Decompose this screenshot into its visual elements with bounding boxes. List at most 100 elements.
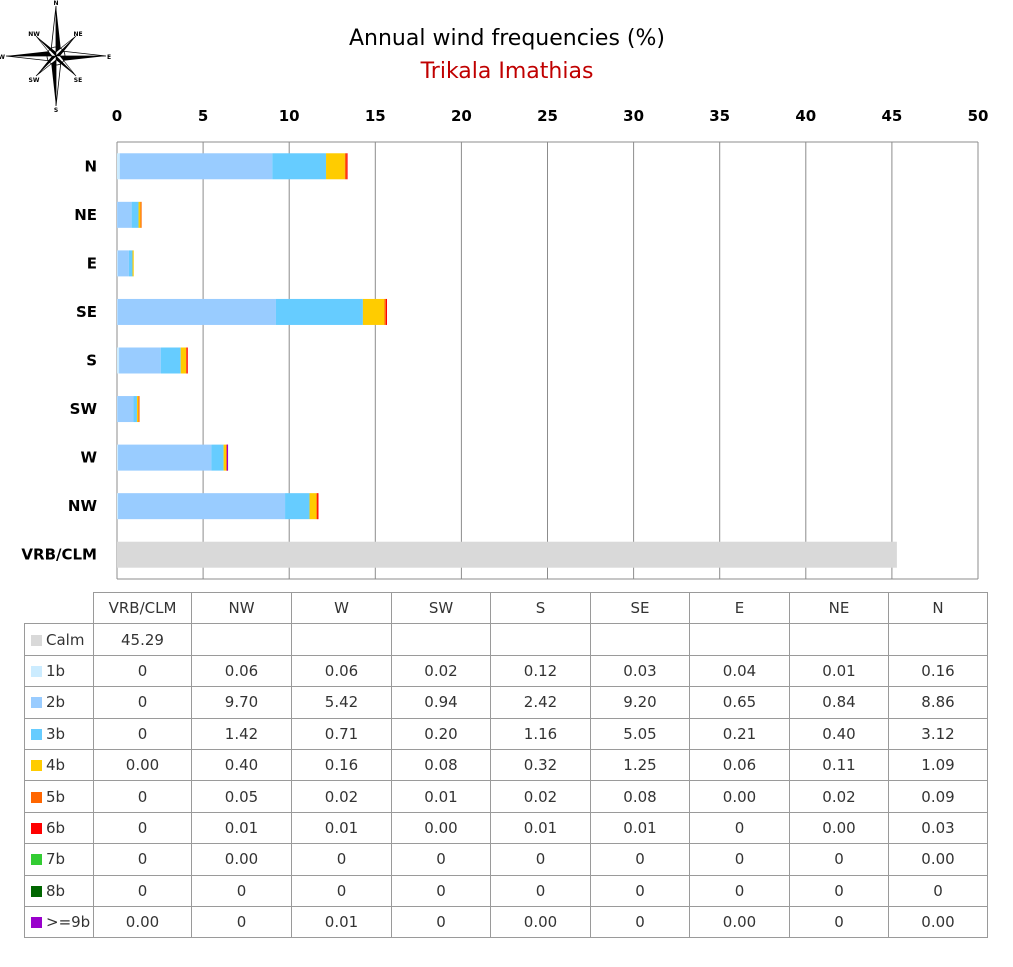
table-cell: 0 — [590, 843, 690, 876]
table-cell: 0.00 — [689, 780, 790, 813]
table-cell: 0.84 — [789, 686, 889, 719]
x-tick-label: 50 — [968, 107, 989, 125]
table-row: >=9b 0.00 0 0.01 0 0.00 0 0.00 0 0.00 — [24, 905, 988, 939]
table-cell: 0.21 — [689, 717, 790, 750]
bar-segment-5b-n — [344, 153, 347, 180]
category-label: SW — [70, 400, 98, 418]
legend-label: 6b — [46, 818, 66, 837]
table-cell: 0.01 — [291, 811, 392, 845]
bar-segment-2b-w — [118, 444, 212, 471]
table-cell: 0.08 — [391, 748, 491, 782]
table-cell: 1.25 — [590, 748, 690, 782]
bar-segment-4b-s — [180, 347, 187, 374]
table-cell: 0.20 — [391, 717, 491, 750]
legend-label: 8b — [46, 881, 66, 900]
table-cell: 0.00 — [888, 843, 988, 876]
table-row-header: 1b — [24, 654, 94, 688]
table-cell: 0.02 — [789, 780, 889, 813]
category-label: SE — [76, 303, 97, 321]
table-cell: 0 — [291, 874, 392, 907]
table-row: 2b 0 9.70 5.42 0.94 2.42 9.20 0.65 0.84 8.86 — [24, 686, 988, 719]
table-cell — [391, 623, 491, 656]
x-tick-label: 10 — [279, 107, 300, 125]
table-row-header: 3b — [24, 717, 94, 750]
table-cell: 0 — [590, 905, 690, 939]
legend-swatch-icon — [31, 885, 42, 897]
bar-segment-4b-ne — [138, 201, 141, 228]
table-cell: 9.70 — [191, 686, 292, 719]
bar-segment-1b-w — [117, 444, 119, 471]
table-column-header: VRB/CLM — [93, 591, 192, 625]
bar-segment-2b-s — [119, 347, 161, 374]
table-column-header: S — [490, 591, 591, 625]
compass-label-w: W — [0, 54, 5, 61]
legend-swatch-icon — [31, 634, 42, 646]
category-label: S — [86, 352, 97, 370]
legend-label: 7b — [46, 850, 66, 869]
table-cell: 0 — [191, 874, 292, 907]
category-label: VRB/CLM — [21, 546, 97, 564]
table-cell: 0 — [490, 843, 591, 876]
table-cell: 0.02 — [391, 654, 491, 688]
bars — [117, 153, 897, 568]
table-cell: 0.01 — [590, 811, 690, 845]
x-tick-label: 35 — [709, 107, 730, 125]
table-column-header: N — [888, 591, 988, 625]
bar-segment-1b-e — [117, 250, 119, 277]
legend-label: 3b — [46, 724, 66, 743]
x-tick-label: 40 — [795, 107, 816, 125]
bar-segment-6b-se — [385, 298, 388, 325]
legend-swatch-icon — [31, 791, 42, 803]
bar-segment-3b-n — [272, 153, 327, 180]
compass-label-ne: NE — [73, 31, 82, 38]
bar-segment-4b-sw — [136, 396, 139, 423]
bar-segment-Calm-vrbclm — [117, 541, 897, 568]
category-label: E — [87, 254, 97, 272]
table-cell: 0 — [391, 874, 491, 907]
table-cell: 0.00 — [391, 811, 491, 845]
legend-label: 1b — [46, 661, 66, 680]
table-cell — [490, 623, 591, 656]
table-cell: 1.16 — [490, 717, 591, 750]
table-column-header: NW — [191, 591, 292, 625]
table-body: Calm 45.29 1b 0 0.06 0.06 0.02 0.12 0.03 0.04 0.01… — [24, 623, 988, 939]
legend-swatch-icon — [31, 728, 42, 740]
compass-label-nw: NW — [28, 31, 40, 38]
compass-label-e: E — [107, 54, 111, 61]
table-row: 3b 0 1.42 0.71 0.20 1.16 5.05 0.21 0.40 3.12 — [24, 717, 988, 750]
table-row: 4b 0.00 0.40 0.16 0.08 0.32 1.25 0.06 0.11 1.09 — [24, 748, 988, 782]
compass-rose-icon: N NE E SE S SW W NW — [0, 0, 111, 114]
table-cell: 0 — [93, 843, 192, 876]
table-cell: 5.05 — [590, 717, 690, 750]
category-axis: N NE E SE S SW W NW VRB/CLM — [21, 157, 97, 563]
table-cell: 0.00 — [888, 905, 988, 939]
table-cell — [590, 623, 690, 656]
table-cell: 0.00 — [191, 843, 292, 876]
table-column-header: W — [291, 591, 392, 625]
table-row: 6b 0 0.01 0.01 0.00 0.01 0.01 0 0.00 0.03 — [24, 811, 988, 845]
bar-segment-5b-nw — [316, 493, 318, 520]
legend-label: 4b — [46, 756, 66, 775]
table-cell: 0.94 — [391, 686, 491, 719]
category-label: N — [84, 157, 97, 175]
legend-swatch-icon — [31, 665, 42, 677]
bar-segment-5b-se — [384, 298, 386, 325]
table-cell: 0.03 — [590, 654, 690, 688]
table-cell: 0 — [391, 905, 491, 939]
legend-swatch-icon — [31, 760, 42, 772]
bar-segment-5b-sw — [138, 396, 140, 423]
table-cell — [888, 623, 988, 656]
table-cell — [191, 623, 292, 656]
legend-label: 2b — [46, 693, 66, 712]
table-cell: 0 — [490, 874, 591, 907]
table-row-header: >=9b — [24, 905, 94, 939]
table-row-header: 4b — [24, 748, 94, 782]
bar-segment-2b-n — [119, 153, 273, 180]
table-cell: 0.00 — [789, 811, 889, 845]
chart-subtitle: Trikala Imathias — [420, 59, 594, 84]
legend-swatch-icon — [31, 854, 42, 866]
bar-segment-2b-ne — [117, 201, 132, 228]
table-cell — [291, 623, 392, 656]
table-cell: 45.29 — [93, 623, 192, 656]
table-cell: 0.11 — [789, 748, 889, 782]
